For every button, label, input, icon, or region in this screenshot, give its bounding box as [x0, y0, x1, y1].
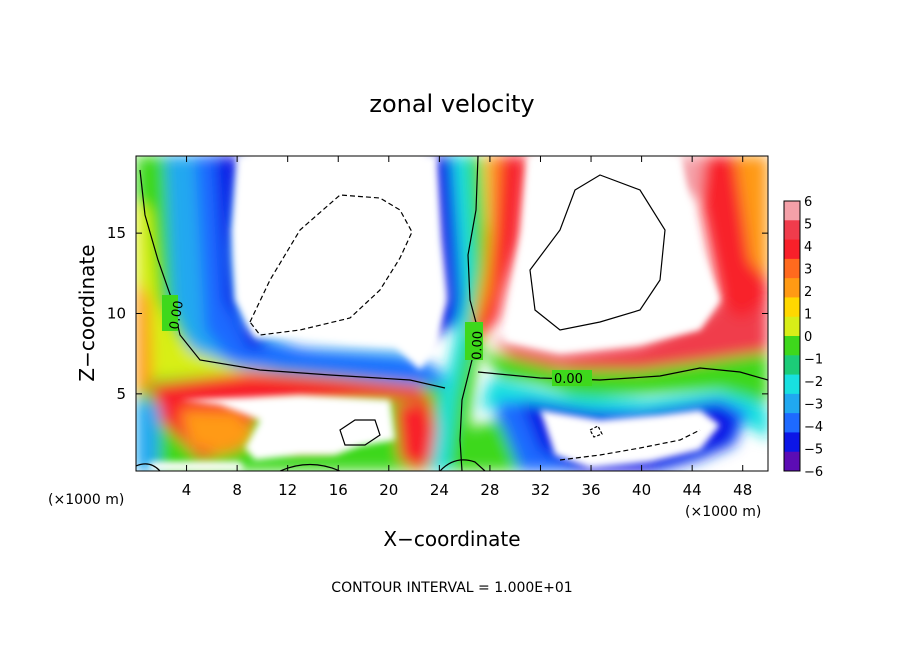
colorbar-swatch — [784, 374, 800, 395]
colorbar-swatch — [784, 316, 800, 337]
colorbar-label: 5 — [804, 218, 812, 233]
y-axis-ticks: 5 10 15 — [107, 224, 768, 403]
white-pocket-bottom-left — [150, 462, 245, 471]
colorbar-label: 2 — [804, 285, 812, 300]
white-pocket-upper-right — [505, 156, 720, 352]
colorbar-label: 6 — [804, 195, 812, 210]
colorbar-frame — [783, 200, 801, 472]
x-tick-label: 40 — [632, 481, 651, 499]
white-pocket-lower-right — [540, 410, 720, 468]
colorbar-label: −3 — [804, 398, 823, 413]
x-tick-label: 24 — [430, 481, 449, 499]
region-right-upper-orange — [735, 156, 768, 280]
contour-label-bg-2 — [465, 322, 483, 360]
contour-zero-right — [477, 367, 768, 381]
region-center-red — [472, 156, 528, 340]
colorbar-label: 3 — [804, 263, 812, 278]
colorbar-swatch — [784, 336, 800, 356]
colorbar-swatch — [784, 201, 800, 221]
x-tick-label: 48 — [733, 481, 752, 499]
colorbar-swatch — [784, 413, 800, 433]
contour-zero-left — [139, 169, 446, 389]
undefined-areas — [150, 156, 720, 471]
region-right-red — [490, 295, 768, 372]
contour-bottom-arcs — [136, 459, 486, 471]
x-axis-ticks: 4 8 12 16 20 24 28 32 36 40 44 48 — [182, 156, 752, 499]
region-center-blue — [402, 156, 470, 340]
y-tick-label: 15 — [107, 224, 126, 242]
x-tick-label: 20 — [379, 481, 398, 499]
colorbar-swatch — [784, 278, 800, 298]
colorbar-label: −4 — [804, 420, 823, 435]
contour-dashed-lower-right — [559, 429, 701, 461]
contour-dashed-upper-left — [249, 194, 413, 336]
contour-solid-lower-left — [339, 419, 381, 446]
contour-label-center: 0.00 — [470, 331, 486, 360]
colorbar-swatch — [784, 432, 800, 453]
region-center-green — [448, 156, 490, 471]
x-tick-label: 32 — [531, 481, 550, 499]
region-center-orange — [474, 156, 500, 320]
contour-label-bg-3 — [552, 370, 592, 386]
region-left-orange — [136, 280, 152, 400]
y-axis-label: Z−coordinate — [75, 244, 99, 381]
region-lower-left-orange — [180, 410, 255, 455]
x-tick-label: 4 — [182, 481, 192, 499]
colorbar-label: 4 — [804, 240, 812, 255]
colorbar-swatch — [784, 355, 800, 376]
x-tick-label: 8 — [232, 481, 242, 499]
contour-dashed-small — [589, 425, 603, 438]
x-tick-label: 16 — [329, 481, 348, 499]
white-pocket-upper-left — [232, 156, 446, 370]
colorbar-labels: 6 5 4 3 2 1 0 −1 −2 −3 −4 −5 −6 — [804, 195, 823, 480]
x-tick-label: 36 — [581, 481, 600, 499]
colorbar-swatch — [784, 258, 800, 279]
white-pocket-lower-left — [180, 395, 395, 460]
contour-interval-note: CONTOUR INTERVAL = 1.000E+01 — [331, 580, 572, 596]
plot-area: 0.00 0.00 0.00 — [136, 156, 768, 471]
region-right-green — [480, 350, 768, 405]
contour-label-left: 0.00 — [167, 300, 187, 331]
region-left-yellow — [136, 200, 300, 380]
contour-solid-upper-right — [529, 174, 666, 331]
colorbar-swatch — [784, 220, 800, 241]
colorbar-label: −2 — [804, 375, 823, 390]
colorbar-swatch — [784, 393, 800, 414]
region-right-cyan — [480, 378, 768, 440]
chart-title: zonal velocity — [369, 90, 534, 118]
region-lower-center-red — [395, 400, 440, 471]
colorbar — [783, 200, 801, 472]
x-axis-unit-right: (×1000 m) — [685, 504, 761, 520]
x-tick-label: 44 — [683, 481, 702, 499]
x-axis-unit-left: (×1000 m) — [48, 492, 124, 508]
x-tick-label: 12 — [278, 481, 297, 499]
y-tick-label: 5 — [116, 385, 126, 403]
x-tick-label: 28 — [480, 481, 499, 499]
region-left-navy — [215, 156, 270, 350]
colorbar-swatch — [784, 451, 800, 472]
colorbar-swatch — [784, 297, 800, 318]
y-tick-label: 10 — [107, 305, 126, 323]
colorbar-label: −6 — [804, 465, 823, 480]
x-axis-label: X−coordinate — [383, 527, 520, 551]
contour-label-right: 0.00 — [554, 372, 583, 387]
colorbar-label: 1 — [804, 308, 812, 323]
colorbar-swatch — [784, 239, 800, 260]
colorbar-label: −5 — [804, 443, 823, 458]
region-bottom-green — [455, 420, 520, 471]
colorbar-label: −1 — [804, 353, 823, 368]
colorbar-label: 0 — [804, 330, 812, 345]
region-left-edge-blue — [136, 400, 160, 471]
contour-label-bg-1 — [162, 295, 178, 331]
